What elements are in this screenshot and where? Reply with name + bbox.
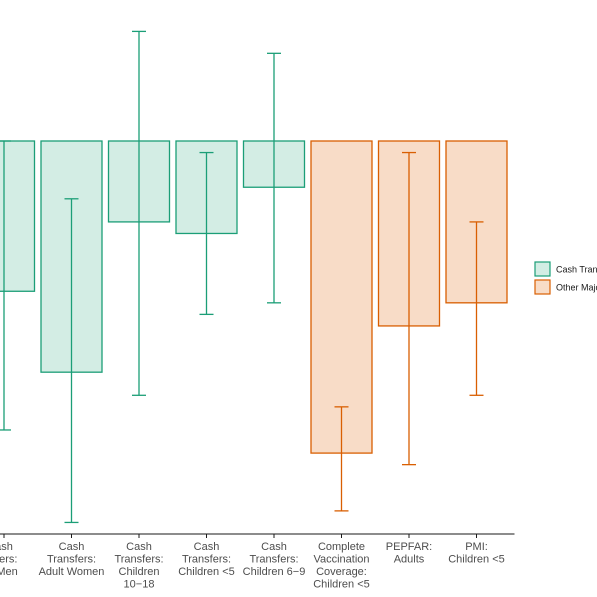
errorbar-6 — [402, 151, 416, 466]
x-tick-label-2: Cash Transfers: Children 10−18 — [114, 541, 163, 591]
x-tick-label-7: PMI: Children <5 — [448, 541, 505, 566]
bar-5 — [310, 140, 373, 454]
legend-key-1 — [534, 279, 551, 295]
x-tick-label-5: Complete Vaccination Coverage: Children <5 — [313, 541, 370, 591]
errorbar-1 — [64, 198, 79, 524]
errorbar-2 — [132, 30, 146, 396]
legend-label-1: Other Majo — [556, 283, 597, 293]
x-tick-label-6: PEPFAR: Adults — [386, 541, 432, 566]
errorbar-0 — [0, 140, 11, 431]
legend-key-0 — [534, 261, 551, 277]
x-tick-label-0: ashsfers:t Men — [0, 541, 18, 578]
x-tick-label-3: Cash Transfers: Children <5 — [178, 541, 235, 578]
errorbar-4 — [267, 52, 281, 304]
bar-0 — [0, 140, 36, 292]
errorbars-layer — [0, 30, 484, 524]
legend-label-0: Cash Tran — [556, 265, 597, 275]
bars-layer — [0, 140, 508, 454]
errorbar-3 — [199, 151, 214, 316]
errorbar-5 — [334, 406, 349, 512]
errorbar-7 — [469, 221, 484, 396]
x-tick-label-4: Cash Transfers: Children 6−9 — [243, 541, 306, 578]
legend: Cash Tran Other Majo — [534, 261, 597, 295]
x-tick-label-1: Cash Transfers: Adult Women — [39, 541, 105, 578]
